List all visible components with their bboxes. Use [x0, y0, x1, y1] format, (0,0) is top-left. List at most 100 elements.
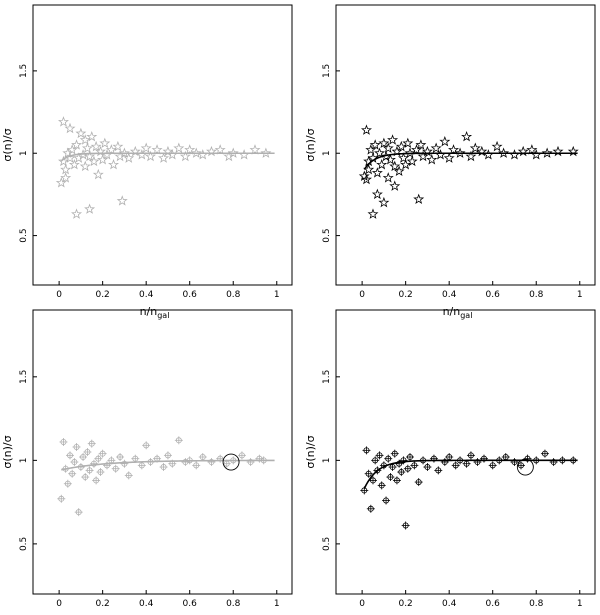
data-point: [379, 461, 388, 470]
data-point: [382, 142, 394, 153]
x-tick-label: 0: [56, 290, 62, 300]
y-tick-label: 0.5: [322, 537, 332, 551]
data-point: [406, 453, 414, 462]
data-point: [79, 453, 88, 462]
data-point: [111, 464, 120, 473]
data-point: [123, 152, 135, 163]
data-point: [448, 144, 460, 155]
data-point: [567, 145, 579, 157]
data-point: [364, 469, 373, 478]
data-point: [440, 458, 449, 467]
x-tick-label: 0.2: [95, 599, 109, 609]
data-point: [540, 449, 549, 458]
data-point: [75, 127, 87, 139]
data-point: [430, 142, 442, 153]
plot-frame: [335, 4, 596, 286]
data-point: [426, 154, 438, 165]
data-point: [60, 163, 72, 175]
data-point: [216, 454, 225, 463]
data-point: [378, 196, 390, 208]
data-point: [222, 459, 231, 468]
data-point: [76, 463, 85, 472]
data-point: [366, 504, 375, 513]
data-point: [79, 134, 91, 145]
data-point: [367, 152, 379, 163]
fit-curve: [61, 459, 275, 471]
data-point: [214, 144, 226, 155]
data-point: [410, 461, 419, 470]
data-point: [488, 461, 497, 470]
data-point: [185, 456, 194, 465]
data-point: [105, 144, 117, 155]
data-point: [61, 464, 70, 473]
data-point: [480, 454, 488, 463]
data-point: [86, 130, 98, 142]
data-point: [116, 453, 125, 462]
data-point: [259, 456, 268, 465]
data-point: [371, 167, 383, 178]
data-point: [402, 137, 414, 149]
data-point: [374, 147, 386, 158]
x-tick-label: 0.4: [442, 290, 457, 300]
data-point: [387, 134, 399, 145]
data-point: [395, 140, 407, 152]
data-point: [88, 155, 100, 167]
data-point: [145, 150, 157, 162]
data-point: [68, 158, 80, 170]
data-point: [71, 208, 83, 219]
data-point: [549, 458, 558, 467]
data-point: [96, 468, 105, 477]
panel-bottom-right: 00.20.40.60.810.511.5σ(n)/σn/ngal: [304, 309, 596, 615]
data-point: [419, 456, 428, 465]
data-point: [62, 147, 74, 158]
data-point: [118, 147, 130, 158]
data-point: [129, 145, 141, 157]
data-point: [207, 458, 216, 467]
data-point: [142, 441, 151, 450]
data-point: [404, 147, 416, 158]
data-point: [107, 456, 116, 465]
data-point: [229, 456, 238, 465]
data-point: [112, 140, 124, 152]
data-point: [395, 459, 404, 468]
y-tick-label: 1: [19, 150, 29, 156]
x-tick-label: 0.4: [442, 599, 457, 609]
data-point: [140, 142, 152, 153]
data-point: [92, 476, 101, 485]
data-point: [367, 208, 379, 219]
x-tick-label: 0.6: [183, 599, 198, 609]
data-point: [403, 464, 412, 473]
data-point: [159, 463, 168, 472]
data-point: [469, 142, 481, 153]
data-point: [569, 456, 578, 465]
data-point: [399, 456, 408, 465]
data-point: [386, 473, 395, 482]
data-point: [491, 140, 503, 152]
data-point: [451, 461, 460, 470]
x-tick-label: 1: [577, 290, 583, 300]
data-point: [136, 149, 148, 160]
data-point: [382, 172, 394, 183]
x-tick-label: 0: [359, 290, 365, 300]
data-point: [124, 471, 133, 480]
data-point: [495, 456, 504, 465]
data-point: [382, 496, 391, 505]
data-point: [530, 149, 542, 160]
data-point: [461, 130, 473, 142]
x-tick-label: 0.2: [95, 290, 109, 300]
x-tick-label: 0.8: [226, 599, 241, 609]
data-point: [81, 142, 93, 153]
x-tick-label: 0.8: [529, 290, 544, 300]
panel-top-left: 0 0.2 0.4 0.6 0.8 1 0.5 1 1.5 σ(n)/σ n/ngal: [1, 4, 293, 320]
data-point: [103, 461, 111, 470]
data-point: [415, 139, 427, 150]
data-point: [162, 145, 174, 157]
x-axis-label: n/ngal: [140, 305, 170, 320]
data-point: [64, 122, 76, 134]
data-point: [101, 149, 113, 160]
x-tick-label: 0.2: [398, 599, 412, 609]
data-point: [70, 458, 79, 467]
data-point: [373, 466, 382, 475]
data-point: [443, 152, 455, 163]
